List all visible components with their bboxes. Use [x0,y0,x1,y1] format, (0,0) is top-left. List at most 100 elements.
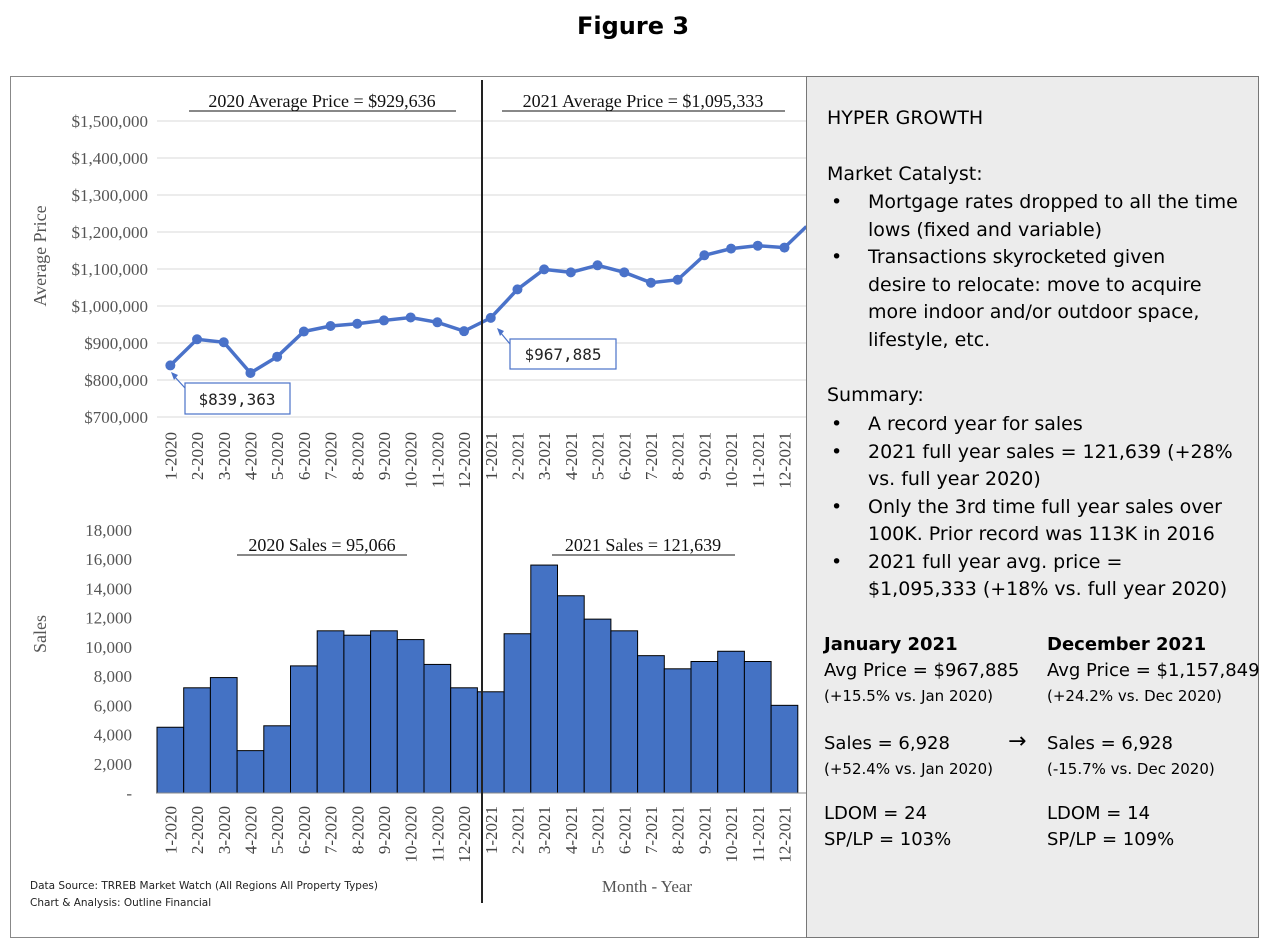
figure-title: Figure 3 [576,12,690,40]
sales-x-tick-label: 2-2020 [188,806,207,854]
price-point [539,264,550,275]
sales-bar [209,677,238,794]
price-point [779,242,790,253]
price-point [432,317,443,328]
sales-y-tick-label: 14,000 [85,579,132,598]
price-x-tick-label: 3-2021 [535,432,554,480]
sales-x-tick-label: 5-2021 [589,806,608,854]
sales-x-tick-label: 8-2020 [348,806,367,854]
sales-bar [637,655,665,794]
sales-bar [503,633,532,794]
sales-x-tick-label: 1-2021 [482,806,501,854]
price-x-tick-label: 2-2020 [188,432,207,480]
right-arrow-icon: → [1008,729,1027,754]
price-series-line [169,225,806,376]
price-x-tick-label: 11-2020 [428,432,447,488]
dec-avg-price: Avg Price = $1,157,849 [1047,660,1260,681]
sales-bar [690,661,719,794]
sales-bar [183,687,211,794]
dec-avg-change: (+24.2% vs. Dec 2020) [1047,687,1222,705]
price-x-tick-label: 8-2020 [348,432,367,480]
price-x-tick-label: 4-2020 [241,432,260,480]
sales-x-tick-label: 9-2021 [695,806,714,854]
callout-leader [173,375,186,389]
summary-line: vs. full year 2020) [868,468,1041,490]
callout-label-jan-2021: $967,885 [524,345,601,364]
price-point [325,320,336,331]
sales-bar [743,661,772,794]
callout-box-jan-2021 [509,338,617,370]
catalyst-line: lifestyle, etc. [868,328,991,351]
dec-title: December 2021 [1047,634,1207,655]
sales-y-tick-label: 2,000 [94,755,132,774]
price-point [592,260,603,271]
catalyst-line: desire to relocate: move to acquire [868,273,1202,296]
side-panel: HYPER GROWTH Market Catalyst: Mortgage r… [806,76,1260,938]
price-x-tick-label: 4-2021 [562,432,581,480]
data-source-note: Data Source: TRREB Market Watch (All Reg… [30,880,378,892]
sales-bar [450,687,478,794]
price-x-tick-label: 1-2021 [482,432,501,480]
price-2021-average-annotation: 2021 Average Price = $1,095,333 [523,91,764,111]
sales-y-tick-label: 12,000 [85,609,132,628]
price-point [378,315,389,326]
price-y-tick-label: $1,300,000 [72,186,149,205]
jan-title: January 2021 [824,634,958,655]
summary-line: Only the 3rd time full year sales over [827,494,1233,522]
sales-x-tick-label: 9-2020 [375,806,394,854]
sales-y-tick-label: 16,000 [85,550,132,569]
catalyst-line: lows (fixed and variable) [868,218,1103,241]
dec-splp: SP/LP = 109% [1047,829,1175,850]
sales-bar [236,750,265,794]
price-x-tick-label: 5-2021 [589,432,608,480]
sales-x-tick-label: 7-2021 [642,806,661,854]
price-x-tick-label: 9-2021 [695,432,714,480]
sales-bar [343,634,372,794]
sales-bar [557,595,585,794]
catalyst-title: Market Catalyst: [827,163,983,185]
price-2020-average-annotation: 2020 Average Price = $929,636 [208,91,435,111]
summary-line: 2021 full year avg. price = [827,549,1233,577]
sales-x-tick-label: 6-2021 [615,806,634,854]
price-y-axis-label: Average Price [30,205,50,306]
price-y-tick-label: $700,000 [84,408,148,427]
price-x-tick-label: 2-2021 [508,432,527,480]
price-point [752,240,763,251]
price-x-tick-label: 5-2020 [268,432,287,480]
price-point [459,326,470,337]
price-x-tick-label: 1-2020 [161,432,180,480]
sales-x-tick-label: 3-2020 [215,806,234,854]
callout-leader [499,331,511,345]
sales-x-tick-label: 5-2020 [268,806,287,854]
sales-bar [263,725,291,794]
sales-x-tick-label: 4-2021 [562,806,581,854]
price-point [405,312,416,323]
sales-x-tick-label: 7-2020 [322,806,341,854]
price-point [512,284,523,295]
sales-bar [717,650,745,794]
callout-arrowhead [497,328,504,336]
price-point [619,267,630,278]
price-point [645,277,656,288]
sales-x-tick-label: 4-2020 [241,806,260,854]
sales-bar [290,665,318,794]
sales-x-tick-label: 1-2020 [161,806,180,854]
summary-line: A record year for sales [827,411,1233,439]
price-x-tick-label: 11-2021 [749,432,768,488]
sales-bar [423,663,452,794]
price-point [672,274,683,285]
jan-ldom: LDOM = 24 [824,803,928,824]
sales-y-tick-label: - [126,784,132,803]
price-y-tick-label: $1,100,000 [72,260,149,279]
price-point [218,337,229,348]
chart-group: 1-2020 2-2020 3-2020 4-2020 5-2020 6-2020 7-20… [156,120,806,863]
price-y-tick-label: $800,000 [84,371,148,390]
dec-sales: Sales = 6,928 [1047,733,1173,754]
price-y-tick-label: $1,400,000 [72,149,149,168]
price-point [485,312,496,323]
sales-y-axis-label: Sales [30,615,50,653]
sales-x-tick-label: 8-2021 [669,806,688,854]
sales-bar [530,564,558,794]
summary-title: Summary: [827,384,924,406]
price-y-tick-label: $1,500,000 [72,112,149,131]
